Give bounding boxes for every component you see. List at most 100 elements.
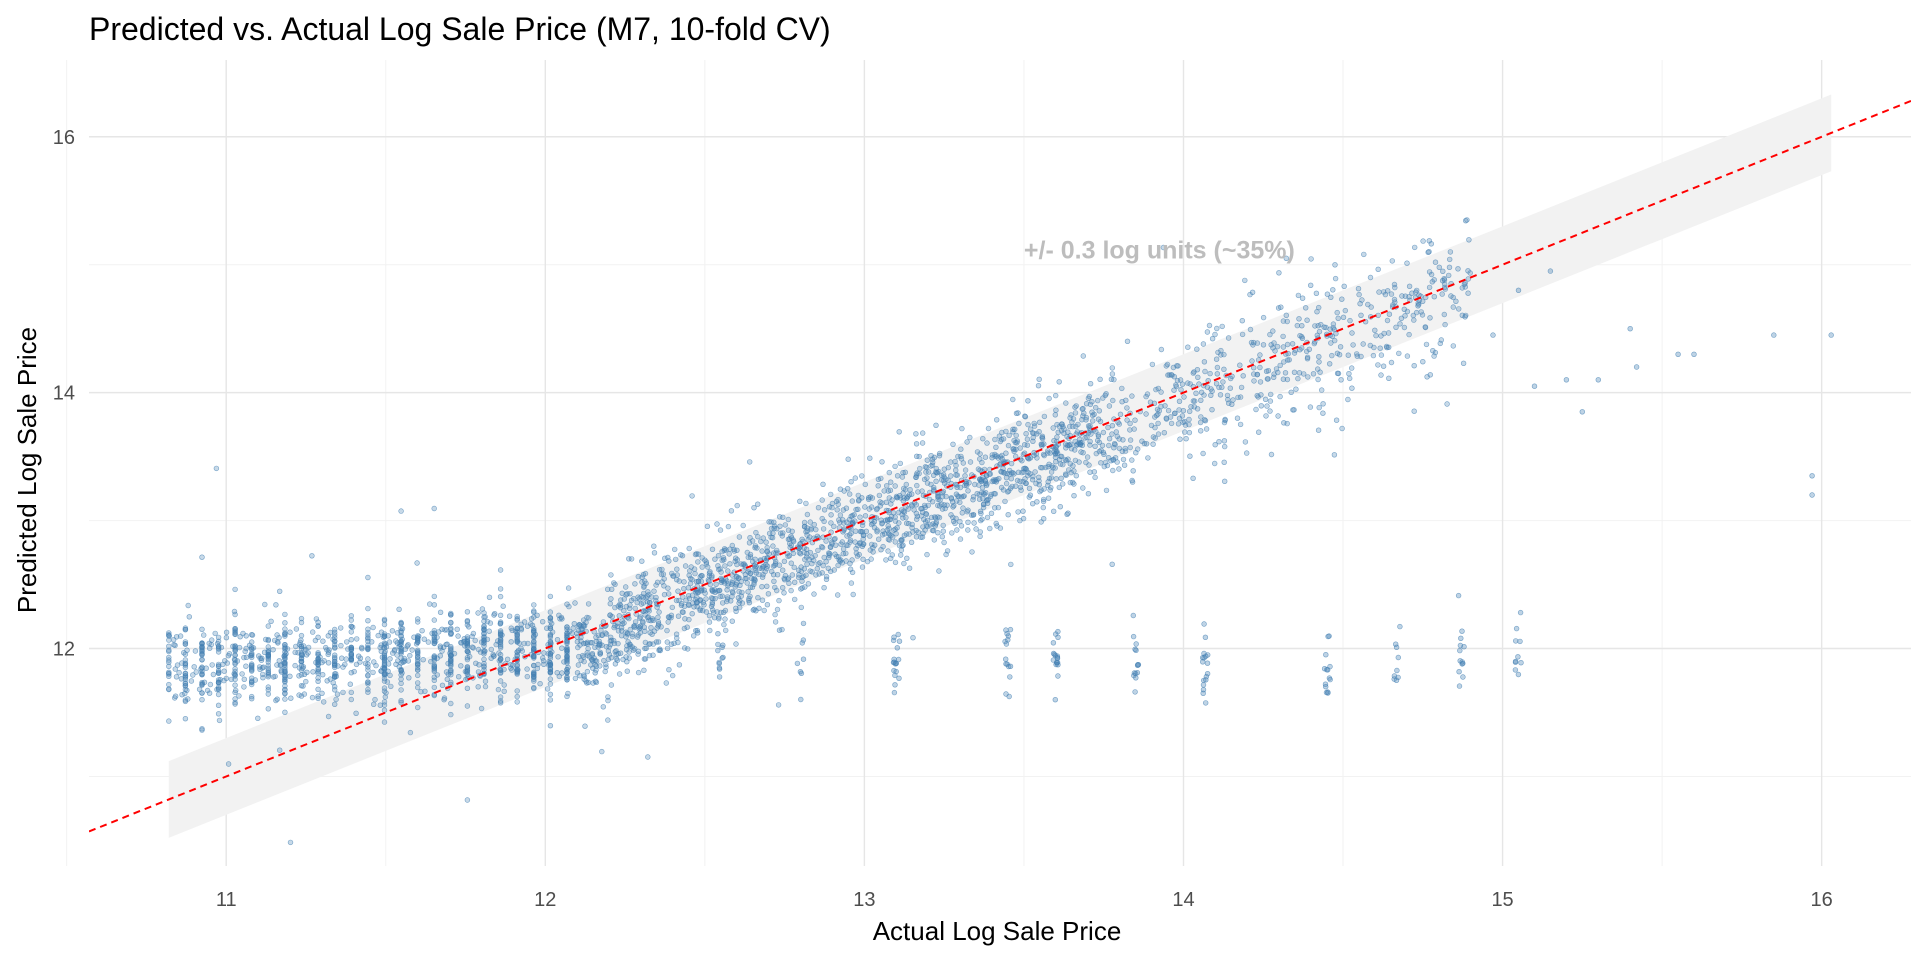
data-point [797, 498, 803, 504]
data-point [786, 540, 793, 547]
data-point [979, 459, 985, 466]
data-point [954, 527, 960, 533]
data-point [1456, 683, 1463, 689]
data-point [704, 523, 711, 529]
data-point [1291, 350, 1298, 356]
data-point [811, 591, 817, 597]
data-point [642, 656, 649, 662]
data-point [1050, 508, 1057, 514]
data-point [781, 575, 787, 582]
data-point [722, 563, 728, 569]
data-point [1071, 468, 1077, 474]
data-point [800, 620, 807, 627]
data-point [581, 623, 588, 629]
data-point [692, 551, 699, 558]
data-point [381, 621, 388, 628]
data-point [422, 688, 428, 694]
data-point [715, 641, 721, 648]
data-point [812, 552, 818, 559]
data-point [1267, 408, 1273, 414]
data-point [287, 629, 293, 635]
data-point [899, 474, 906, 480]
data-point [897, 460, 903, 467]
data-point [982, 454, 989, 460]
data-point [989, 478, 995, 485]
data-point [547, 681, 554, 687]
data-point [1633, 364, 1640, 370]
data-point [439, 682, 446, 688]
data-point [709, 573, 715, 579]
data-point [1227, 375, 1234, 382]
data-point [1087, 381, 1094, 387]
data-point [1045, 479, 1051, 485]
data-point [1331, 452, 1338, 458]
data-point [544, 686, 551, 692]
data-point [1083, 401, 1090, 407]
data-point [758, 538, 764, 545]
data-point [635, 669, 642, 676]
data-point [853, 506, 859, 513]
data-point [883, 499, 889, 505]
data-point [1404, 353, 1411, 359]
data-point [1314, 309, 1320, 315]
data-point [713, 581, 719, 587]
data-point [859, 529, 866, 535]
data-point [569, 630, 575, 637]
data-point [1385, 330, 1392, 336]
data-point [1326, 361, 1333, 367]
data-point [1386, 375, 1392, 381]
data-point [759, 583, 765, 590]
data-point [1007, 674, 1013, 680]
x-tick-label: 11 [216, 889, 237, 911]
data-point [1070, 463, 1076, 469]
data-point [607, 612, 613, 618]
data-point [372, 696, 378, 703]
data-point [785, 553, 791, 560]
data-point [706, 619, 713, 625]
data-point [448, 646, 454, 653]
data-point [1096, 448, 1103, 455]
data-point [658, 571, 665, 578]
data-point [1094, 397, 1101, 404]
data-point [1153, 386, 1159, 393]
data-point [969, 512, 975, 518]
data-point [1063, 457, 1070, 464]
data-point [1055, 429, 1061, 435]
data-point [232, 701, 238, 707]
data-point [1336, 352, 1343, 358]
data-point [1026, 485, 1033, 491]
data-point [859, 473, 865, 479]
data-point [1149, 361, 1156, 368]
data-point [664, 627, 670, 634]
data-point [1239, 318, 1246, 324]
data-point [1420, 359, 1426, 365]
data-point [277, 588, 283, 594]
data-point [580, 672, 587, 678]
data-point [715, 647, 721, 654]
data-point [1247, 326, 1254, 333]
data-point [1375, 312, 1381, 319]
data-point [1026, 494, 1033, 500]
data-point [977, 517, 984, 524]
data-point [1419, 312, 1426, 318]
data-point [624, 658, 630, 665]
data-point [849, 519, 856, 525]
data-point [1404, 260, 1410, 266]
data-point [1047, 487, 1053, 493]
data-point [1222, 416, 1228, 423]
data-point [241, 654, 247, 661]
data-point [564, 693, 570, 700]
data-point [1339, 296, 1345, 302]
data-point [524, 666, 530, 672]
data-point [913, 453, 920, 459]
data-point [1337, 344, 1344, 350]
data-point [801, 566, 807, 572]
data-point [1268, 451, 1275, 458]
data-point [1005, 442, 1012, 449]
data-point [924, 551, 930, 558]
data-point [365, 673, 371, 679]
data-point [1393, 324, 1399, 330]
data-point [897, 552, 904, 558]
data-point [1325, 690, 1331, 696]
data-point [1191, 369, 1197, 375]
